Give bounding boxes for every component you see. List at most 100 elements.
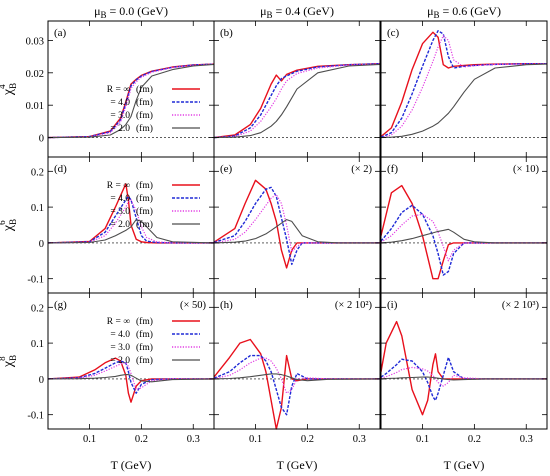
- x-axis-label: T (GeV): [277, 458, 318, 472]
- panel-label: (c): [387, 27, 400, 39]
- row-label-text-2: χB8: [0, 355, 18, 368]
- series-R_4: [380, 30, 547, 138]
- series-R_inf: [213, 179, 380, 269]
- legend-unit: (fm): [136, 329, 153, 340]
- legend-unit: (fm): [136, 110, 153, 121]
- legend-label: = 4.0: [110, 330, 130, 340]
- x-tick-label: 0.2: [468, 434, 481, 445]
- panel-frame: [380, 156, 548, 294]
- panel-label: (i): [387, 299, 398, 311]
- y-tick-label: 0: [39, 375, 44, 386]
- legend-label: R = ∞: [107, 181, 130, 191]
- legend-unit: (fm): [136, 206, 153, 217]
- legend-unit: (fm): [136, 84, 153, 95]
- legend-unit: (fm): [136, 123, 153, 134]
- legend-label: R = ∞: [107, 317, 130, 327]
- x-tick-label: 0.3: [520, 434, 533, 445]
- legend-unit: (fm): [136, 180, 153, 191]
- series-R_inf: [380, 31, 547, 138]
- row-label-1: χB6: [0, 219, 18, 232]
- series-R_2: [213, 63, 381, 139]
- panel-scale: (× 2 10³): [502, 300, 540, 311]
- legend-label: = 2.0: [110, 124, 130, 134]
- row-label-text-0: χB4: [0, 83, 18, 96]
- x-tick-label: 0.1: [416, 434, 429, 445]
- y-tick-label: 0.1: [31, 203, 44, 214]
- series-R_4: [213, 63, 381, 139]
- series-R_4: [380, 204, 547, 276]
- panel-label: (f): [387, 163, 398, 175]
- legend-unit: (fm): [136, 316, 153, 327]
- panel-frame: [47, 292, 215, 430]
- series-R_3: [47, 199, 214, 244]
- panel-g: -0.1 0 0.1 0.2 0.1 0.2 0.3 (g) (× 50) R = ∞ (fm) = …: [27, 292, 215, 445]
- panel-a: 0 0.01 0.02 0.03 (a) R = ∞ (fm) = 4.0 (fm) = 3.0 (…: [26, 20, 215, 158]
- panel-label: (a): [54, 27, 67, 39]
- series-R_3: [47, 63, 215, 139]
- y-tick-label: 0: [39, 239, 44, 250]
- series-R_2: [380, 228, 547, 244]
- y-tick-label: 0.2: [31, 167, 44, 178]
- series-R_inf: [47, 357, 214, 403]
- legend-unit: (fm): [136, 193, 153, 204]
- legend-label: = 3.0: [110, 343, 130, 353]
- panel-i: 0.1 0.2 0.3 (i) (× 2 10³): [380, 292, 548, 445]
- series-R_4: [380, 356, 547, 402]
- x-tick-label: 0.1: [83, 434, 96, 445]
- panel-frame: [213, 292, 381, 430]
- x-axis-label: T (GeV): [111, 458, 152, 472]
- y-tick-label: 0.1: [31, 339, 44, 350]
- series-R_3: [380, 34, 548, 139]
- series-R_4: [213, 354, 380, 416]
- x-tick-label: 0.2: [301, 434, 314, 445]
- series-R_4: [47, 195, 214, 244]
- y-tick-label: 0.2: [31, 303, 44, 314]
- legend-label: = 2.0: [110, 356, 130, 366]
- series-R_2: [213, 373, 381, 382]
- series-R_2: [213, 219, 380, 244]
- panel-label: (g): [54, 299, 67, 311]
- legend-unit: (fm): [136, 342, 153, 353]
- series-R_2: [47, 219, 215, 244]
- row-label-0: χB4: [0, 83, 18, 96]
- series-R_2: [380, 63, 548, 139]
- panel-h: 0.1 0.2 0.3 (h) (× 2 10²): [213, 292, 381, 445]
- panel-label: (b): [220, 27, 233, 39]
- row-label-text-1: χB6: [0, 219, 18, 232]
- legend-label: = 4.0: [110, 98, 130, 108]
- legend-unit: (fm): [136, 219, 153, 230]
- panel-b: (b): [213, 20, 381, 158]
- series-R_inf: [47, 183, 214, 244]
- panel-frame: [213, 156, 381, 294]
- panel-label: (h): [220, 299, 233, 311]
- x-axis-label: T (GeV): [444, 458, 485, 472]
- panel-d: -0.1 0 0.1 0.2 (d) R = ∞ (fm) = 4.0 (fm) = 3.0 (fm…: [27, 156, 215, 294]
- row-label-2: χB8: [0, 355, 18, 368]
- y-tick-label: 0.02: [26, 69, 44, 80]
- series-R_inf: [380, 184, 547, 280]
- series-R_2: [47, 374, 215, 383]
- x-tick-label: 0.2: [135, 434, 148, 445]
- y-tick-label: 0.01: [26, 101, 44, 112]
- series-R_4: [47, 63, 215, 139]
- series-R_3: [213, 63, 381, 139]
- column-title-0: μB = 0.0 (GeV): [94, 4, 168, 20]
- y-tick-label: 0.03: [26, 36, 44, 47]
- panel-frame: [380, 292, 548, 430]
- panel-c: (c): [380, 20, 548, 158]
- legend-unit: (fm): [136, 355, 153, 366]
- series-R_inf: [380, 320, 547, 416]
- legend-label: = 3.0: [110, 207, 130, 217]
- column-title-1: μB = 0.4 (GeV): [260, 4, 334, 20]
- series-R_inf: [213, 338, 380, 430]
- legend-label: = 2.0: [110, 220, 130, 230]
- panel-scale: (× 2): [351, 164, 372, 175]
- x-tick-label: 0.3: [187, 434, 200, 445]
- series-R_3: [380, 213, 547, 262]
- series-R_4: [47, 360, 214, 394]
- series-R_inf: [47, 63, 215, 139]
- series-R_3: [47, 362, 214, 391]
- legend-label: = 3.0: [110, 111, 130, 121]
- legend-label: R = ∞: [107, 85, 130, 95]
